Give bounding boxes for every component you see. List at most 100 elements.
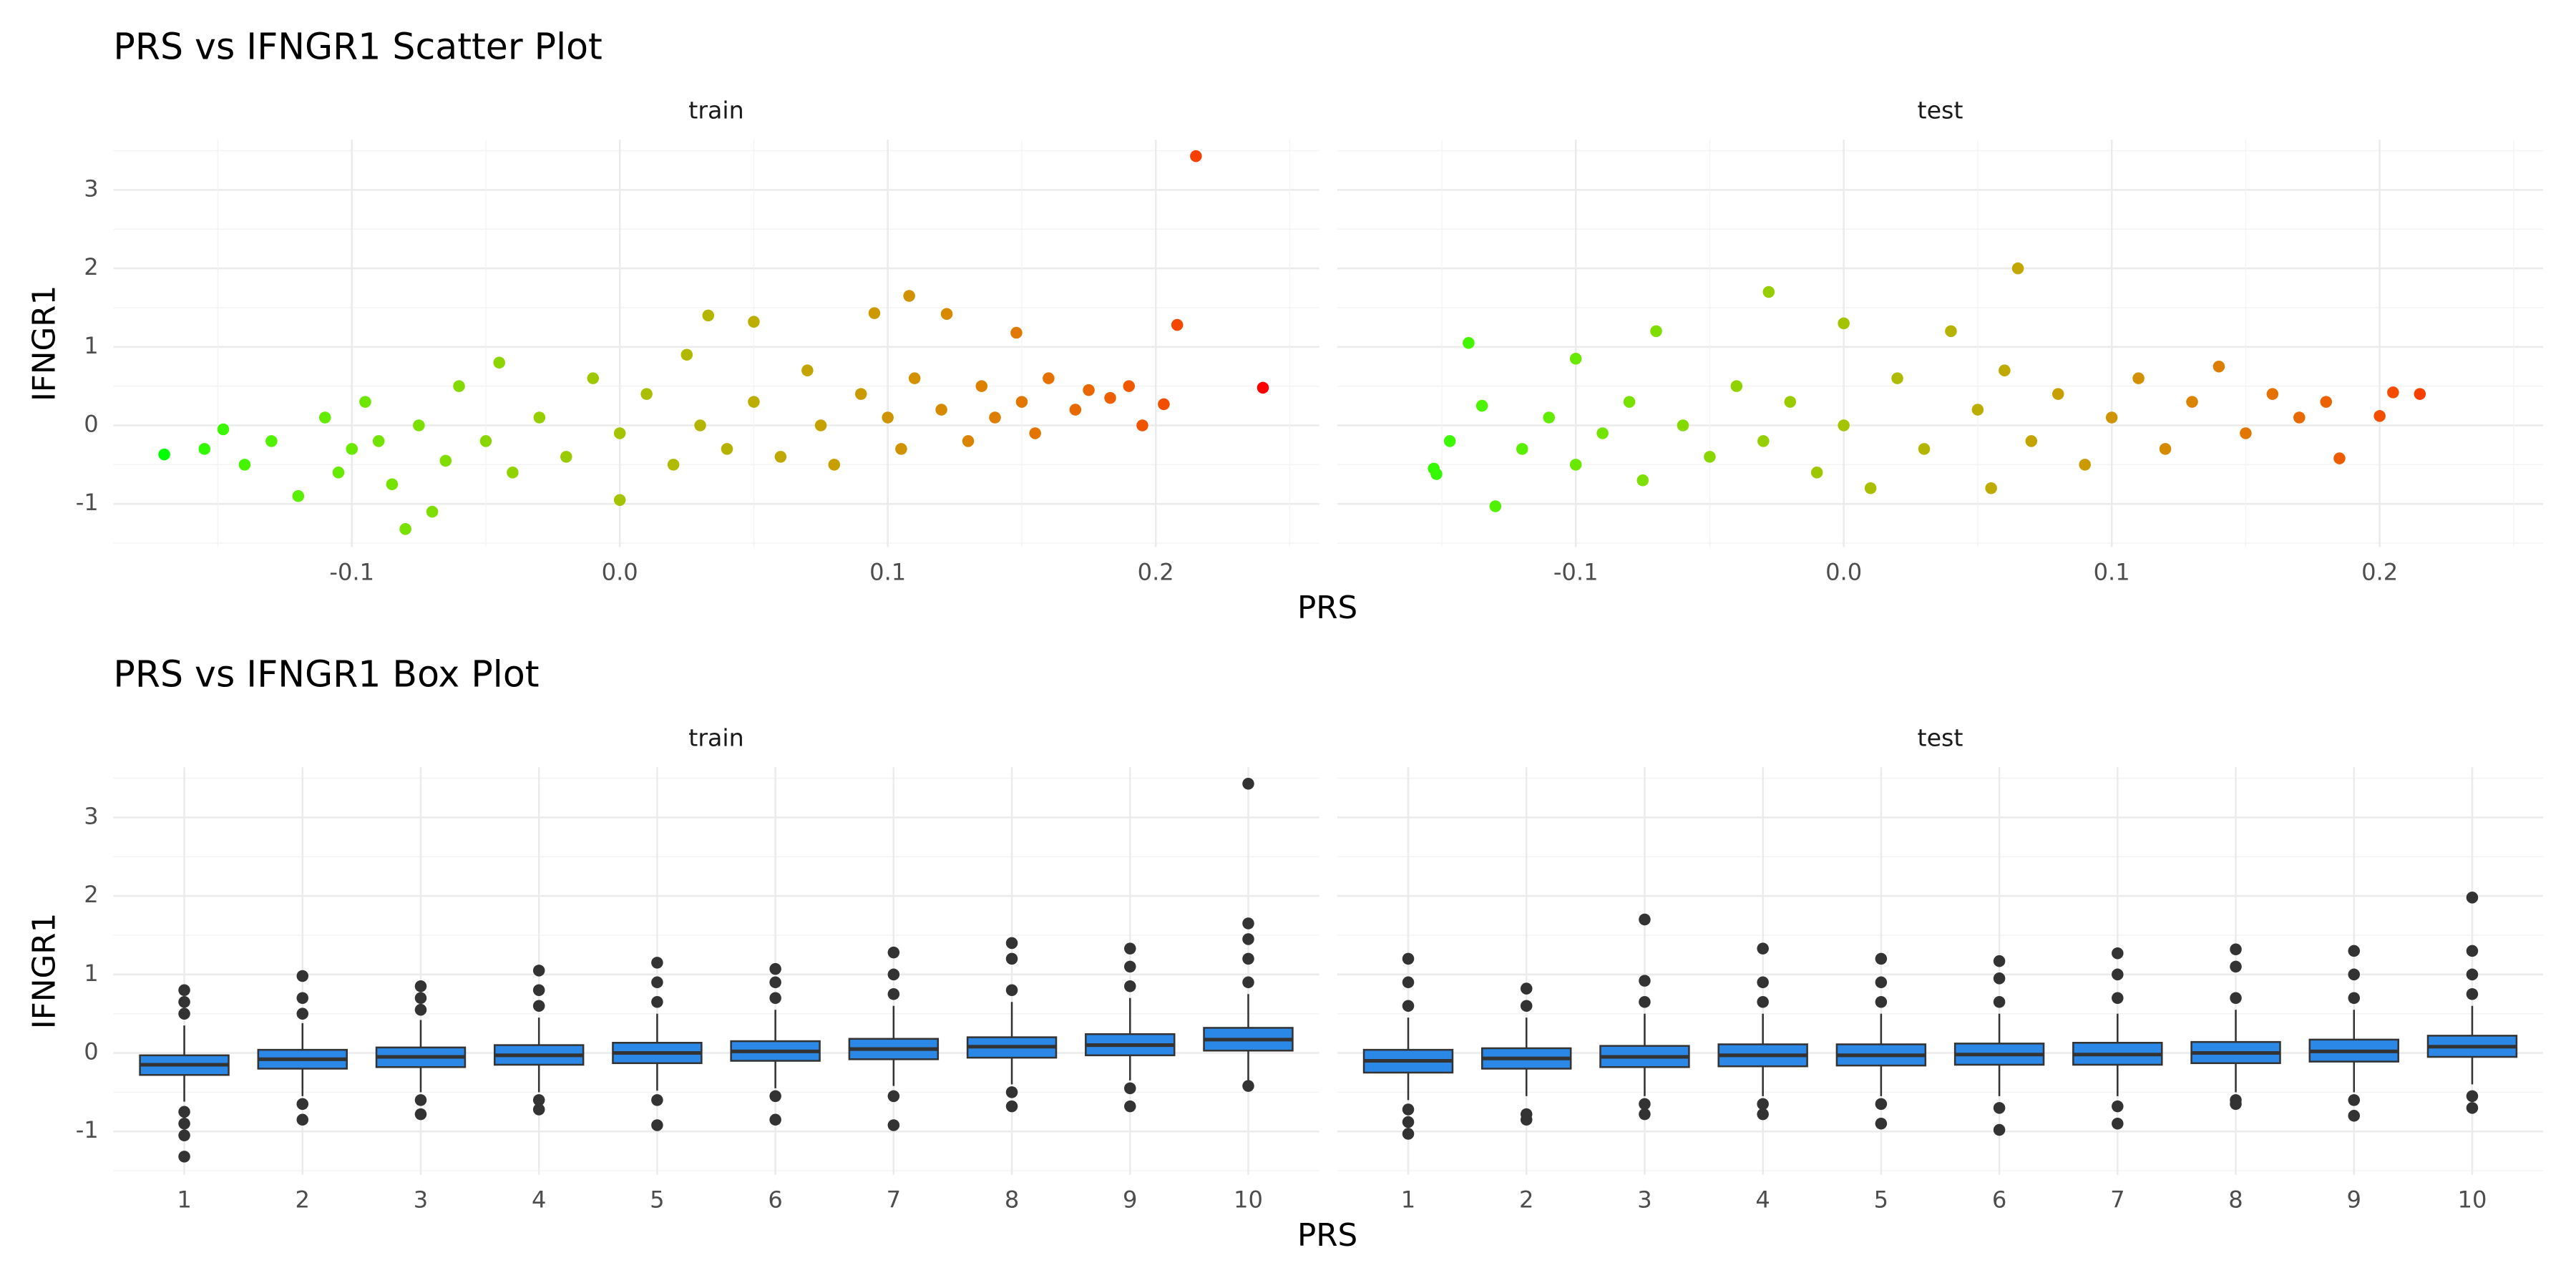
point [1810, 467, 1823, 479]
point [2414, 388, 2426, 400]
x-tick-label: 4 [532, 1186, 546, 1213]
outlier [2466, 945, 2479, 957]
x-tick-label: 4 [1755, 1186, 1770, 1213]
outlier [651, 1094, 663, 1106]
outlier [651, 976, 663, 989]
point [1489, 500, 1502, 512]
x-tick-label: 7 [2110, 1186, 2124, 1213]
point [1123, 380, 1136, 392]
point [587, 372, 600, 384]
x-tick-label: 5 [650, 1186, 664, 1213]
outlier [1993, 1102, 2006, 1114]
point [399, 523, 411, 535]
outlier [178, 1118, 190, 1130]
point [2333, 452, 2346, 464]
x-tick-label: 5 [1874, 1186, 1888, 1213]
outlier [769, 992, 781, 1005]
outlier [1639, 913, 1651, 926]
point [680, 348, 693, 361]
x-tick-label: 2 [1519, 1186, 1533, 1213]
point [1864, 482, 1877, 494]
outlier [1402, 1128, 1415, 1140]
x-tick-label: 3 [1637, 1186, 1652, 1213]
outlier [178, 1106, 190, 1118]
chart-title: PRS vs IFNGR1 Box Plot [113, 653, 539, 695]
point [2293, 411, 2306, 424]
point [332, 467, 345, 479]
x-tick-label: 0.2 [2361, 558, 2398, 585]
outlier [414, 1003, 427, 1016]
x-tick-label: 1 [177, 1186, 191, 1213]
point [2025, 435, 2038, 447]
point [1463, 337, 1475, 349]
point [1704, 451, 1716, 463]
x-tick-label: 8 [1005, 1186, 1019, 1213]
point [2051, 388, 2064, 400]
point [1623, 396, 1636, 408]
outlier [2230, 960, 2242, 973]
outlier [1875, 995, 1888, 1008]
outlier [1124, 1100, 1136, 1113]
x-tick-label: 0.2 [1138, 558, 1174, 585]
point [318, 411, 331, 424]
outlier [414, 992, 427, 1005]
outlier [1993, 995, 2006, 1008]
point [828, 459, 841, 471]
point [1190, 150, 1202, 162]
x-tick-label: 10 [1234, 1186, 1263, 1213]
outlier [887, 946, 900, 959]
outlier [414, 980, 427, 992]
strip-label: train [688, 724, 743, 752]
outlier [1875, 1118, 1888, 1130]
outlier [2348, 1110, 2361, 1122]
x-axis-title: PRS [1297, 1218, 1357, 1254]
outlier [1639, 975, 1651, 987]
point [1784, 396, 1797, 408]
outlier [1993, 1123, 2006, 1136]
outlier [1402, 1116, 1415, 1128]
strip-label: test [1918, 724, 1963, 752]
point [2373, 410, 2386, 422]
point [748, 316, 760, 328]
point [1730, 380, 1743, 392]
point [372, 435, 385, 447]
outlier [1993, 972, 2006, 985]
point [2159, 443, 2172, 455]
outlier [769, 962, 781, 975]
point [346, 443, 358, 455]
point [1257, 381, 1269, 394]
y-tick-label: -1 [76, 1116, 99, 1143]
outlier [2112, 947, 2124, 960]
x-tick-label: 3 [414, 1186, 428, 1213]
outlier [1402, 1103, 1415, 1116]
point [413, 419, 425, 431]
outlier [178, 1129, 190, 1141]
point [1985, 482, 1997, 494]
x-tick-label: 8 [2228, 1186, 2243, 1213]
outlier [1757, 976, 1769, 989]
point [702, 309, 715, 322]
outlier [2112, 992, 2124, 1005]
point [989, 411, 1001, 424]
point [426, 505, 439, 518]
point [1971, 404, 1984, 416]
y-tick-label: 2 [84, 881, 98, 908]
point [2212, 360, 2225, 373]
point [1010, 326, 1023, 339]
point [940, 308, 953, 320]
y-tick-label: 2 [84, 253, 98, 280]
outlier [887, 1119, 900, 1131]
point [895, 443, 907, 455]
chart-title: PRS vs IFNGR1 Scatter Plot [113, 25, 602, 67]
point [2011, 262, 2024, 275]
point [774, 451, 787, 463]
point [2320, 396, 2333, 408]
point [908, 372, 921, 384]
point [721, 443, 733, 455]
outlier [532, 1103, 545, 1116]
point [1918, 443, 1931, 455]
outlier [1875, 976, 1888, 989]
y-tick-label: 1 [84, 332, 98, 359]
outlier [2348, 1094, 2361, 1106]
